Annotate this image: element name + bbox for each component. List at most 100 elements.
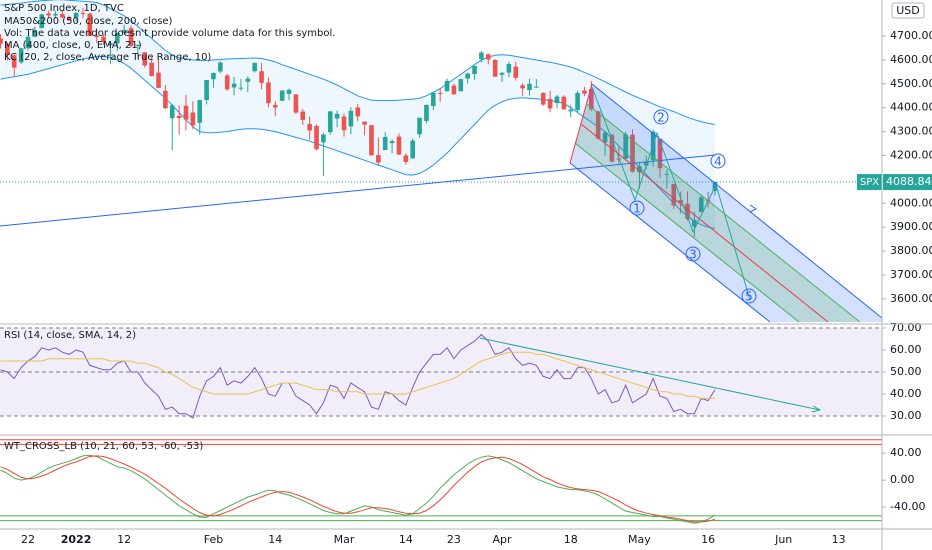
pitchfork-handle	[569, 83, 593, 164]
candle-body	[540, 92, 546, 105]
candle-body	[300, 111, 306, 120]
candle-body	[376, 155, 381, 163]
candle-body	[238, 87, 244, 89]
wave-label: 3	[685, 246, 701, 262]
candle-body	[176, 115, 182, 119]
candle-body	[142, 52, 148, 66]
currency-box[interactable]	[891, 2, 925, 19]
candle-body	[678, 200, 683, 204]
candle-body	[211, 72, 216, 80]
x-tick-label: 14	[268, 533, 282, 546]
pitchfork-green-upper	[586, 103, 861, 323]
x-tick-label: Jun	[774, 533, 792, 546]
wave-label: 2	[653, 109, 669, 125]
wave-label: 5	[741, 288, 757, 304]
candle-body	[156, 72, 161, 88]
candle-body	[18, 48, 24, 63]
candle-body	[643, 161, 649, 166]
candle-body	[190, 112, 196, 126]
y-tick-label: 50.00	[890, 365, 922, 378]
rsi-title: RSI (14, close, SMA, 14, 2)	[4, 330, 136, 341]
pitchfork-inner	[575, 104, 860, 322]
candle-body	[114, 32, 120, 44]
x-tick-label: 22	[21, 533, 35, 546]
series-line	[0, 454, 716, 524]
indicator-legend: MA50&200 (50, close, 200, close)	[4, 16, 173, 27]
candle-body	[307, 123, 312, 131]
x-tick-label: 23	[447, 533, 461, 546]
candle-body	[348, 110, 354, 127]
candle-body	[554, 96, 560, 103]
candle-body	[252, 63, 257, 72]
candle-body	[197, 100, 203, 123]
x-tick-label: May	[628, 533, 651, 546]
candle-body	[609, 134, 615, 162]
candle-body	[108, 43, 113, 46]
candle-body	[417, 117, 422, 135]
candle-body	[135, 44, 141, 46]
candle-body	[595, 111, 601, 139]
candle-body	[369, 125, 374, 156]
candle-body	[527, 83, 532, 91]
wave-line	[591, 86, 751, 301]
y-tick-label: 0.00	[890, 473, 915, 486]
candle-body	[25, 36, 31, 49]
candle-body	[245, 78, 251, 82]
candle-body	[602, 132, 608, 143]
candle-body	[692, 220, 697, 227]
y-tick-label: 4500.00	[890, 77, 932, 90]
candle-body	[410, 140, 415, 159]
candle-body	[437, 92, 443, 94]
candle-body	[431, 92, 436, 107]
pitchfork-upper	[591, 83, 883, 319]
candle-body	[293, 94, 299, 113]
y-tick-label: 40.00	[890, 387, 922, 400]
candle-body	[582, 90, 587, 94]
candle-body	[575, 92, 580, 111]
y-tick-label: 3900.00	[890, 220, 932, 233]
drawings: 1 2 3 4 5	[0, 83, 883, 413]
wave-number: 1	[633, 202, 641, 216]
candle-body	[11, 55, 17, 68]
wave-number: 3	[689, 248, 697, 262]
pitchfork-lower	[569, 162, 771, 323]
candle-body	[664, 173, 670, 175]
candle-body	[314, 125, 319, 150]
y-tick-label: -40.00	[890, 500, 925, 513]
candle-body	[286, 89, 292, 94]
candle-body	[513, 66, 519, 78]
candle-body	[5, 43, 10, 56]
candle-body	[637, 166, 642, 173]
candle-body	[657, 138, 663, 169]
x-tick-label: 16	[701, 533, 715, 546]
x-tick-label: 12	[117, 533, 131, 546]
symbol-box	[857, 174, 882, 191]
candle-body	[53, 13, 58, 16]
candle-body	[218, 62, 223, 72]
candle-body	[623, 134, 628, 159]
candle-body	[279, 90, 285, 101]
candle-body	[382, 136, 388, 151]
symbol-title: S&P 500 Index, 1D, TVC	[4, 3, 124, 14]
candle-body	[327, 111, 333, 133]
y-tick-label: 4600.00	[890, 53, 932, 66]
candle-body	[616, 158, 622, 160]
candle-body	[87, 13, 93, 36]
candle-body	[444, 80, 450, 92]
x-tick-label: 14	[399, 533, 413, 546]
indicator-legend: Vol: The data vendor doesn't provide vol…	[4, 28, 335, 39]
currency: USD	[896, 4, 920, 17]
wave-label: 4	[710, 153, 726, 169]
candle-body	[492, 59, 498, 77]
wave-number: 5	[745, 290, 753, 304]
candle-body	[163, 90, 168, 109]
candle-body	[355, 107, 361, 117]
arrow-head	[811, 405, 822, 413]
candle-body	[424, 104, 429, 121]
candle-body	[66, 17, 72, 21]
candle-body	[169, 105, 175, 119]
x-tick-label: 13	[832, 533, 846, 546]
